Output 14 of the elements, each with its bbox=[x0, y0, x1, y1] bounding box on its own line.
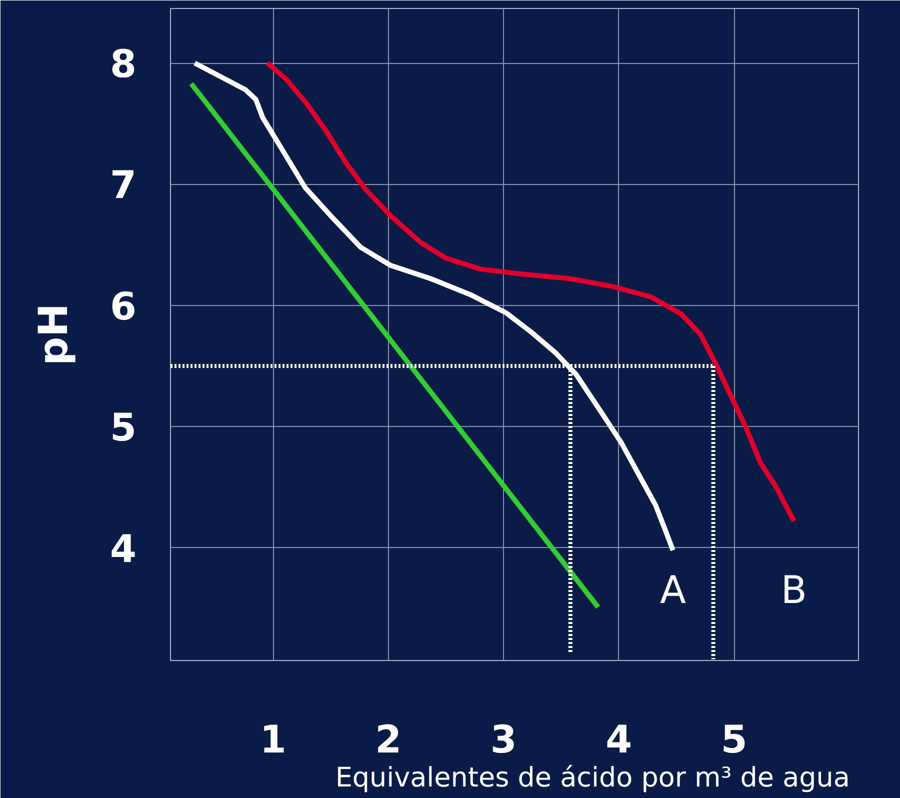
y-tick-label: 7 bbox=[110, 163, 137, 208]
x-tick-label: 3 bbox=[490, 718, 517, 762]
x-axis-title: Equivalentes de ácido por m³ de agua bbox=[335, 762, 850, 794]
x-tick-label: 5 bbox=[720, 718, 748, 762]
annotation: A bbox=[660, 568, 686, 612]
x-tick-label: 2 bbox=[375, 718, 402, 762]
annotation: B bbox=[780, 568, 808, 612]
x-tick-label: 1 bbox=[260, 718, 286, 762]
y-tick-label: 6 bbox=[110, 284, 137, 328]
y-tick-label: 4 bbox=[110, 526, 137, 571]
y-tick-label: 8 bbox=[110, 42, 137, 86]
y-axis-title: pH bbox=[31, 303, 78, 366]
y-tick-label: 5 bbox=[110, 406, 137, 450]
x-tick-label: 4 bbox=[606, 718, 632, 762]
